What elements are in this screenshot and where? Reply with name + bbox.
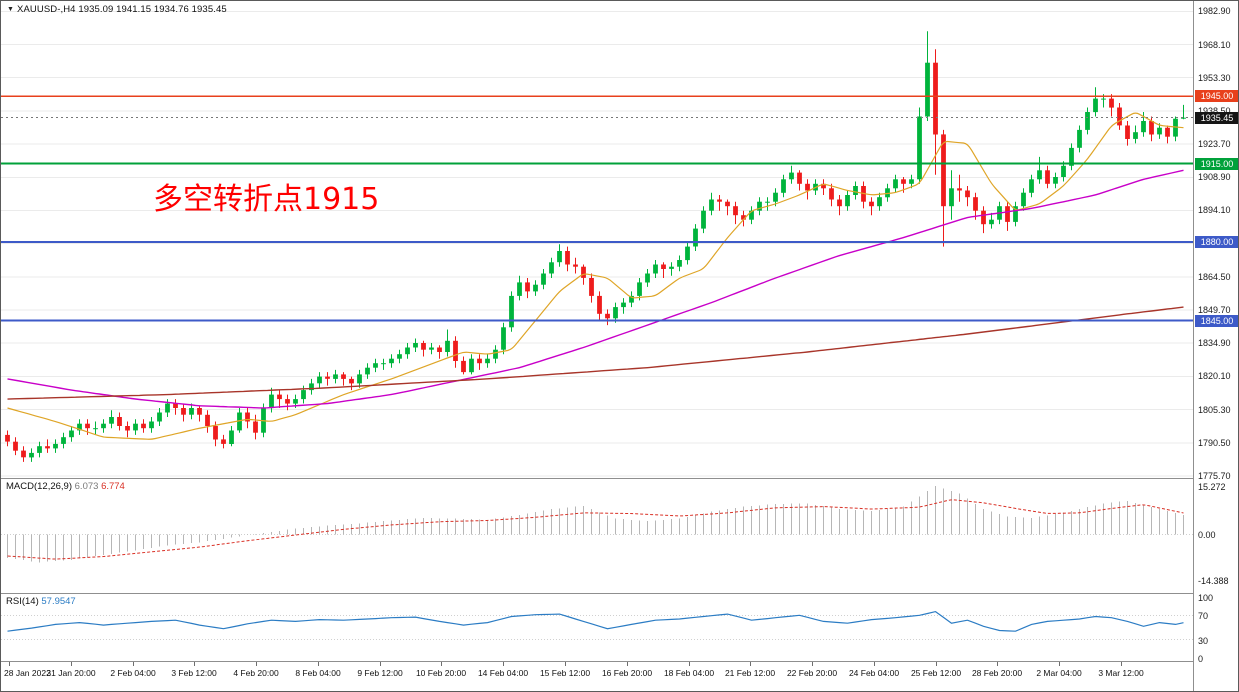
time-label: 3 Feb 12:00 — [171, 668, 217, 678]
chart-title: ▼ XAUUSD-,H4 1935.09 1941.15 1934.76 1935… — [7, 4, 227, 15]
time-label: 24 Feb 04:00 — [848, 668, 900, 678]
macd-tick-label: -14.388 — [1198, 576, 1229, 586]
price-badge-current: 1935.45 — [1195, 112, 1238, 124]
time-label: 31 Jan 20:00 — [46, 668, 96, 678]
chart-menu-icon[interactable]: ▼ — [7, 6, 15, 13]
ohlc-values: 1935.09 1941.15 1934.76 1935.45 — [78, 4, 227, 15]
time-tick — [627, 662, 628, 666]
time-tick — [318, 662, 319, 666]
ma-mid-magenta — [7, 169, 1184, 409]
price-tick-label: 1894.10 — [1198, 205, 1231, 215]
rsi-line — [7, 610, 1184, 632]
rsi-name: RSI(14) — [6, 596, 39, 607]
price-axis[interactable]: 1982.90 1968.10 1953.30 1938.50 1923.70 1908.… — [1193, 1, 1238, 691]
time-label: 25 Feb 12:00 — [910, 668, 962, 678]
rsi-tick-label: 70 — [1198, 611, 1209, 621]
time-label: 2 Feb 04:00 — [110, 668, 156, 678]
time-tick — [133, 662, 134, 666]
macd-indicator[interactable] — [1, 479, 1193, 593]
time-label: 14 Feb 04:00 — [477, 668, 529, 678]
price-tick-label: 1805.30 — [1198, 405, 1231, 415]
price-tick-label: 1834.90 — [1198, 338, 1231, 348]
time-tick — [441, 662, 442, 666]
time-label: 3 Mar 12:00 — [1098, 668, 1144, 678]
price-badge-level: 1945.00 — [1195, 90, 1238, 102]
price-tick-label: 1982.90 — [1198, 6, 1231, 16]
time-label: 21 Feb 12:00 — [724, 668, 776, 678]
time-tick — [256, 662, 257, 666]
macd-histogram — [6, 486, 1185, 563]
ma-fast-orange — [7, 112, 1184, 440]
time-axis[interactable]: 28 Jan 2022 31 Jan 20:00 2 Feb 04:00 3 Feb … — [1, 662, 1193, 691]
grid-lines — [1, 10, 1193, 477]
rsi-tick-label: 0 — [1198, 654, 1204, 664]
time-label: 2 Mar 04:00 — [1036, 668, 1082, 678]
time-tick — [503, 662, 504, 666]
price-tick-label: 1849.70 — [1198, 305, 1231, 315]
rsi-indicator[interactable] — [1, 594, 1193, 661]
price-tick-label: 1864.50 — [1198, 272, 1231, 282]
rsi-value: 57.9547 — [41, 596, 76, 607]
price-tick-label: 1953.30 — [1198, 73, 1231, 83]
price-tick-label: 1923.70 — [1198, 139, 1231, 149]
panel-separator[interactable] — [1, 661, 1238, 662]
candlestick-chart[interactable] — [1, 1, 1193, 478]
time-label: 15 Feb 12:00 — [539, 668, 591, 678]
time-tick — [71, 662, 72, 666]
time-label: 28 Feb 20:00 — [971, 668, 1023, 678]
price-tick-label: 1938.50 — [1198, 106, 1231, 116]
time-tick — [750, 662, 751, 666]
price-badge-level: 1880.00 — [1195, 236, 1238, 248]
macd-signal-value: 6.774 — [101, 481, 125, 492]
time-tick — [194, 662, 195, 666]
annotation-text: 多空转折点1915 — [153, 182, 380, 217]
macd-panel[interactable]: MACD(12,26,9) 6.073 6.774 — [1, 479, 1193, 593]
time-label: 4 Feb 20:00 — [233, 668, 279, 678]
rsi-panel[interactable]: RSI(14) 57.9547 — [1, 594, 1193, 661]
time-label: 16 Feb 20:00 — [601, 668, 653, 678]
macd-main-value: 6.073 — [74, 481, 99, 492]
macd-tick-label: 0.00 — [1198, 530, 1216, 540]
price-tick-label: 1775.70 — [1198, 471, 1231, 481]
panel-separator[interactable] — [1, 478, 1238, 479]
time-tick — [874, 662, 875, 666]
price-badge-level: 1845.00 — [1195, 315, 1238, 327]
rsi-tick-label: 30 — [1198, 636, 1209, 646]
price-tick-label: 1908.90 — [1198, 172, 1231, 182]
candles-layer — [5, 31, 1186, 462]
horizontal-levels-layer[interactable] — [1, 95, 1193, 322]
time-label: 22 Feb 20:00 — [786, 668, 838, 678]
time-label: 28 Jan 2022 — [4, 668, 51, 678]
time-tick — [689, 662, 690, 666]
macd-label: MACD(12,26,9) 6.073 6.774 — [6, 481, 125, 492]
time-tick — [9, 662, 10, 666]
time-tick — [380, 662, 381, 666]
price-tick-label: 1790.50 — [1198, 438, 1231, 448]
macd-name: MACD(12,26,9) — [6, 481, 72, 492]
time-tick — [1059, 662, 1060, 666]
rsi-tick-label: 100 — [1198, 593, 1214, 603]
time-tick — [997, 662, 998, 666]
rsi-label: RSI(14) 57.9547 — [6, 596, 76, 607]
price-tick-label: 1968.10 — [1198, 40, 1231, 50]
time-tick — [565, 662, 566, 666]
time-tick — [936, 662, 937, 666]
main-chart-panel[interactable] — [1, 1, 1193, 478]
time-label: 8 Feb 04:00 — [295, 668, 341, 678]
symbol-timeframe-label: XAUUSD-,H4 — [17, 4, 76, 15]
macd-signal-line — [7, 499, 1184, 560]
time-tick — [1121, 662, 1122, 666]
ma-slow-darkred — [7, 306, 1184, 400]
time-label: 10 Feb 20:00 — [415, 668, 467, 678]
price-tick-label: 1820.10 — [1198, 371, 1231, 381]
time-label: 18 Feb 04:00 — [663, 668, 715, 678]
moving-averages-layer — [7, 112, 1184, 440]
panel-separator[interactable] — [1, 593, 1238, 594]
macd-tick-label: 15.272 — [1198, 482, 1226, 492]
time-tick — [812, 662, 813, 666]
time-label: 9 Feb 12:00 — [357, 668, 403, 678]
price-badge-level: 1915.00 — [1195, 158, 1238, 170]
